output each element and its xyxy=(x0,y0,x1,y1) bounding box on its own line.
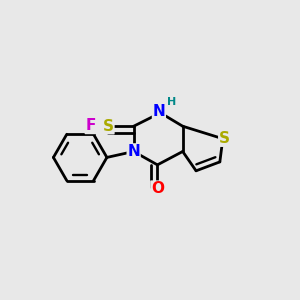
Text: S: S xyxy=(103,119,114,134)
Text: S: S xyxy=(219,131,230,146)
Text: F: F xyxy=(85,118,96,134)
Text: N: N xyxy=(152,103,165,118)
Text: O: O xyxy=(151,181,164,196)
Text: N: N xyxy=(127,144,140,159)
Text: H: H xyxy=(167,97,176,106)
